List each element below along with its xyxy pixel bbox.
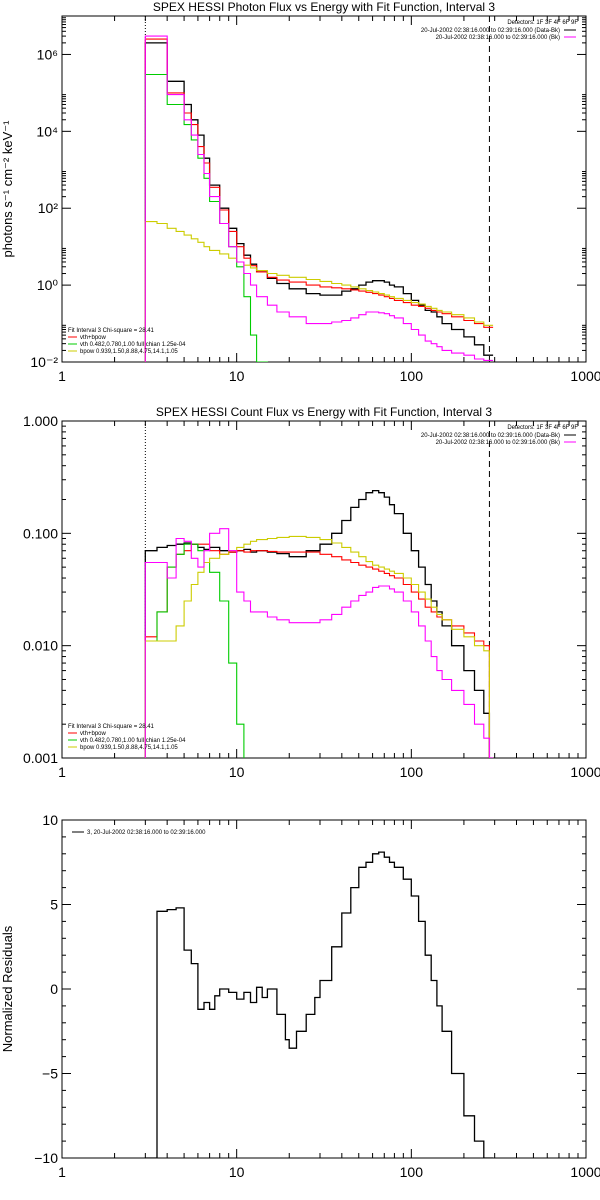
legend-label: 3, 20-Jul-2002 02:38:16.000 to 02:39:16.… [87,830,206,836]
fit-legend-header: Fit Interval 3 Chi-square = 28.41 [68,724,155,730]
x-tick-label: 10 [229,368,245,384]
y-tick-label: 1.000 [23,413,58,429]
y-tick-label: −5 [42,1066,58,1082]
y-tick-label: 0.010 [23,638,58,654]
legend-header: Detectors: 1F 3F 4F 6F 9F [507,20,578,26]
series-line-vth [144,543,245,758]
y-tick-label: −10 [34,1150,58,1166]
y-tick-label: 10² [38,200,59,216]
y-tick-label: 10⁰ [37,277,59,293]
series-line-data-bk [144,489,494,758]
plot-frame [61,819,587,1159]
legend-label: 20-Jul-2002 02:38:16.000 to 02:39:16.000… [421,433,560,439]
y-tick-label: 0.100 [23,525,58,541]
plot-frame [61,15,587,363]
fit-legend-label: vth 0.482,0.780,1.00 full chian 1.25e-04 [80,342,186,348]
legend-label: 20-Jul-2002 02:38:16.000 to 02:39:16.000… [436,35,560,41]
series-line-vth [144,73,268,362]
x-tick-label: 100 [400,764,424,780]
x-tick-label: 100 [400,1164,424,1180]
series-line-vth-bpow [144,543,494,758]
x-tick-label: 10 [229,1164,245,1180]
x-tick-label: 1 [58,368,66,384]
x-tick-label: 1000 [570,764,600,780]
y-tick-label: 10 [42,812,58,828]
fit-legend-label: vth+bpow [80,335,107,341]
plot-frame [61,420,587,759]
fit-legend-label: bpow 0.939,1.50,8.88,4.75,14.1,1.05 [80,349,178,355]
chart-panel-2: SPEX HESSI Count Flux vs Energy with Fit… [23,405,600,780]
x-tick-label: 100 [400,368,424,384]
y-tick-label: 10⁴ [36,123,58,139]
legend-label: 20-Jul-2002 02:38:16.000 to 02:39:16.000… [436,440,560,446]
series-line-vth-bpow [144,38,494,362]
series-group [144,35,494,362]
series-line-bpow [144,221,494,362]
fit-legend-label: vth+bpow [80,731,107,737]
series-line-bk [144,35,494,362]
x-tick-label: 1000 [570,1164,600,1180]
series-group [144,851,494,1158]
legend-label: 20-Jul-2002 02:38:16.000 to 02:39:16.000… [421,28,560,34]
chart-title: SPEX HESSI Count Flux vs Energy with Fit… [156,405,492,419]
y-axis-label: Normalized Residuals [0,925,15,1052]
x-tick-label: 10 [229,764,245,780]
series-line-data-bk [144,42,494,362]
series-line-3 [144,851,494,1158]
legend-header: Detectors: 1F 3F 4F 6F 9F [507,425,578,431]
x-tick-label: 1 [58,764,66,780]
y-axis-label: photons s⁻¹ cm⁻² keV⁻¹ [0,120,15,258]
chart-title: SPEX HESSI Photon Flux vs Energy with Fi… [153,0,495,14]
series-line-bpow [144,535,494,758]
fit-legend-label: vth 0.482,0.780,1.00 full chian 1.25e-04 [80,738,186,744]
series-group [144,489,494,758]
fit-legend-label: bpow 0.939,1.50,8.88,4.75,14.1,1.05 [80,745,178,751]
series-line-bk [144,528,494,758]
y-tick-label: 10⁻² [30,354,58,370]
y-tick-label: 5 [50,897,58,913]
x-tick-label: 1 [58,1164,66,1180]
x-tick-label: 1000 [570,368,600,384]
y-tick-label: 0 [50,981,58,997]
chart-panel-1: SPEX HESSI Photon Flux vs Energy with Fi… [0,0,600,384]
fit-legend-header: Fit Interval 3 Chi-square = 28.41 [68,328,155,334]
y-tick-label: 0.001 [23,750,58,766]
y-tick-label: 10⁶ [37,46,58,62]
chart-panel-3: 1 10 100 1000 −10 −5 0 5 10 Normalized Residuals 3… [0,812,600,1180]
